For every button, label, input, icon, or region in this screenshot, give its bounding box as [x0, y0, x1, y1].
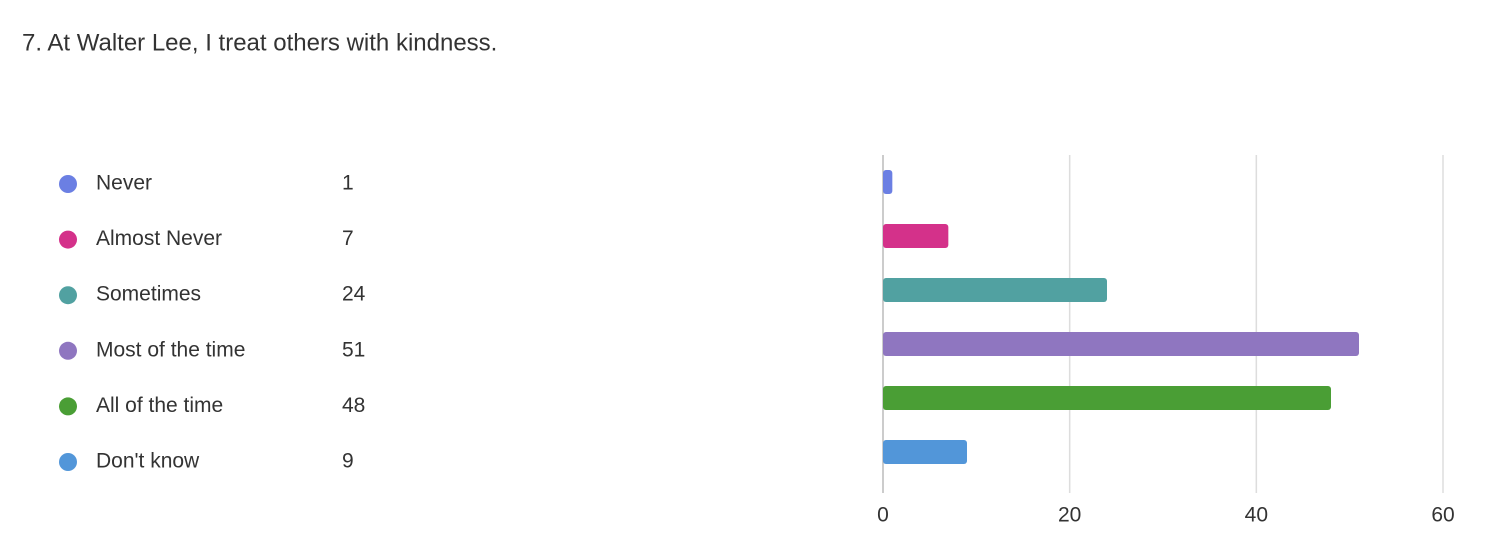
bar [883, 386, 1331, 410]
chart-title: 7. At Walter Lee, I treat others with ki… [22, 29, 497, 56]
legend-marker [59, 175, 77, 193]
legend-label: All of the time [96, 394, 223, 417]
legend-value: 24 [342, 283, 366, 306]
bar [883, 440, 967, 464]
x-tick-label: 40 [1245, 504, 1268, 527]
x-tick-label: 20 [1058, 504, 1081, 527]
bar [883, 224, 949, 248]
legend-label: Most of the time [96, 338, 245, 361]
bar [883, 278, 1107, 302]
legend-marker [59, 341, 77, 360]
x-tick-label: 0 [877, 504, 889, 527]
x-tick-label: 60 [1431, 504, 1454, 527]
legend-value: 48 [342, 394, 365, 417]
legend-value: 1 [342, 172, 354, 195]
legend-value: 51 [342, 338, 365, 361]
legend-marker [59, 453, 77, 471]
legend-marker [59, 397, 77, 416]
legend-label: Sometimes [96, 283, 201, 306]
legend-marker [59, 230, 77, 249]
legend-label: Don't know [96, 450, 200, 473]
legend-label: Almost Never [96, 227, 222, 250]
bar [883, 332, 1359, 356]
legend-label: Never [96, 172, 152, 195]
legend-value: 9 [342, 450, 354, 473]
legend-marker [59, 286, 77, 305]
legend-value: 7 [342, 227, 354, 250]
bar [883, 170, 893, 194]
